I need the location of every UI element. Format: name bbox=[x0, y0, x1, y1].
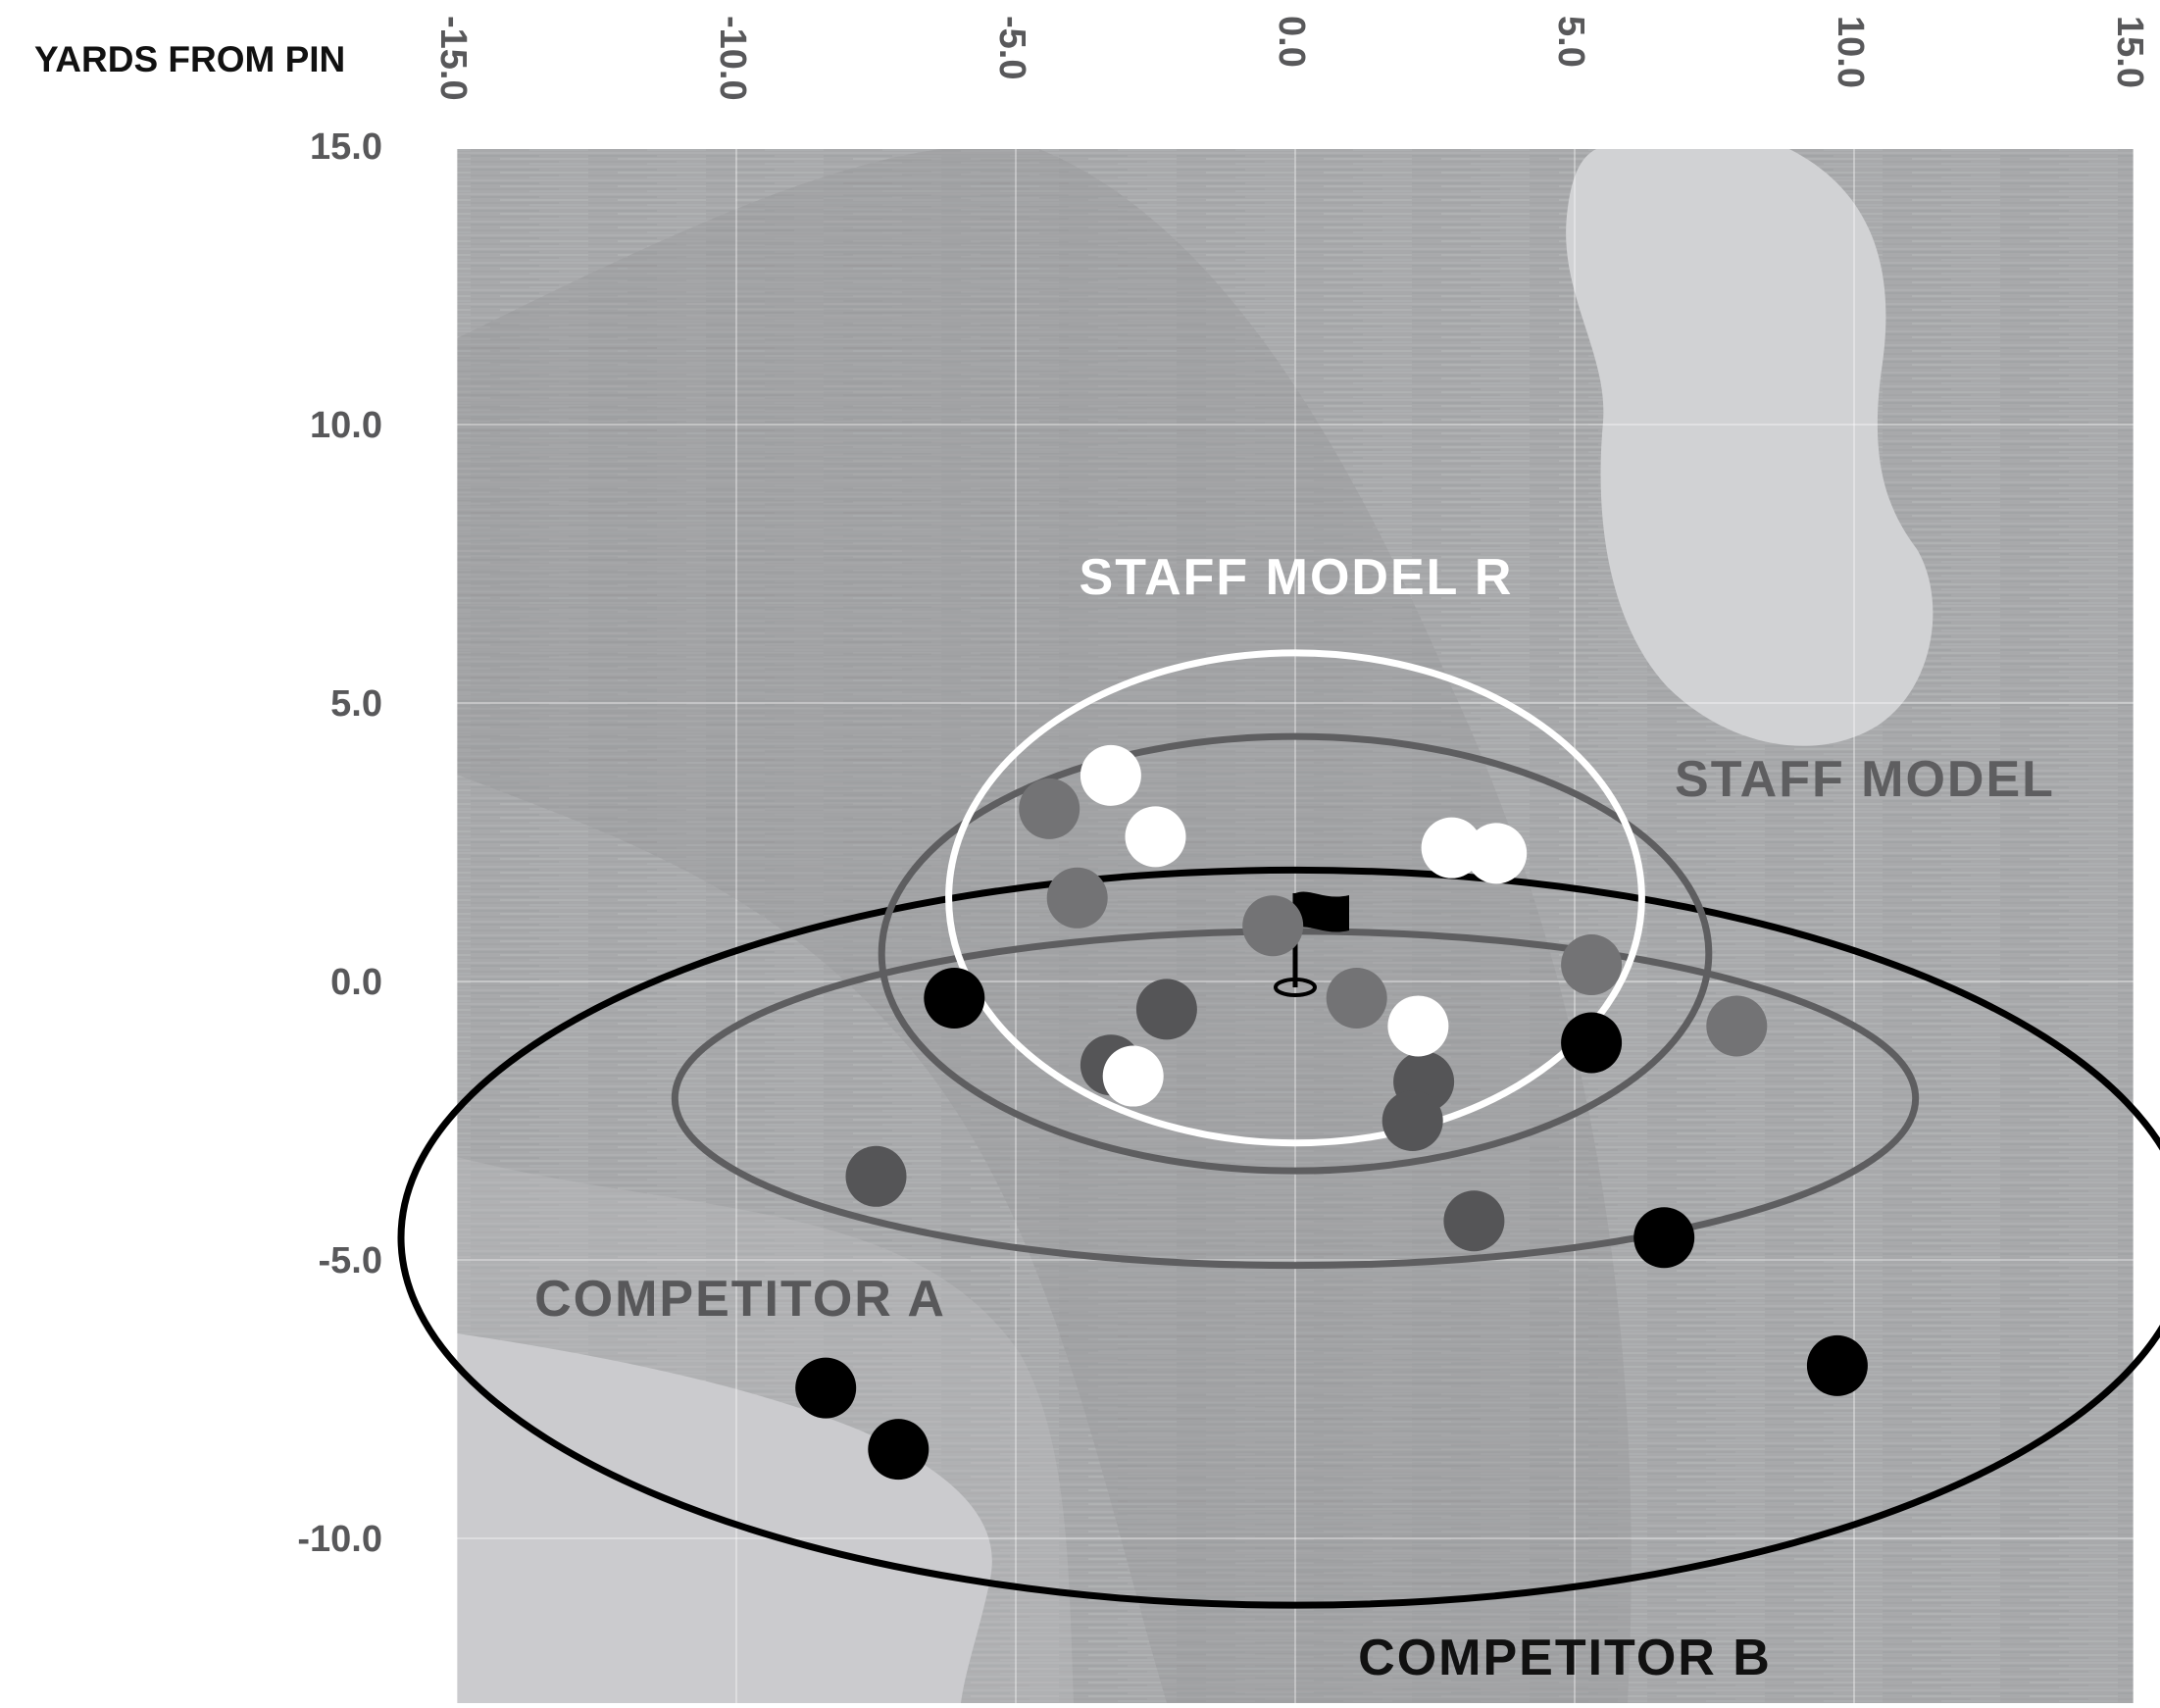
series-label-staff-model-r: STAFF MODEL R bbox=[1080, 549, 1514, 606]
data-point-staff-model bbox=[1326, 968, 1387, 1030]
data-point-competitor-b bbox=[924, 968, 985, 1030]
data-point-staff-model-r bbox=[1387, 995, 1449, 1057]
series-label-competitor-a: COMPETITOR A bbox=[534, 1271, 946, 1328]
data-point-competitor-b bbox=[1633, 1207, 1695, 1269]
plot-background bbox=[457, 149, 2134, 1703]
y-axis-ticks: 15.0 10.0 5.0 0.0 -5.0 -10.0 bbox=[297, 126, 382, 1560]
data-point-competitor-b bbox=[795, 1357, 857, 1419]
y-tick-label: -5.0 bbox=[319, 1240, 382, 1281]
ellipse-staff-model bbox=[878, 732, 1713, 1175]
bunker-top-right bbox=[1566, 149, 1934, 746]
data-point-staff-model bbox=[1706, 995, 1768, 1057]
data-point-competitor-b bbox=[1561, 1012, 1623, 1074]
x-tick-label: -10.0 bbox=[712, 16, 753, 101]
data-point-staff-model bbox=[1019, 778, 1080, 839]
data-point-staff-model bbox=[1135, 979, 1197, 1040]
x-tick-label: 0.0 bbox=[1271, 16, 1312, 68]
data-point-staff-model-r bbox=[1125, 806, 1186, 868]
ellipse-staff-model-r bbox=[945, 649, 1645, 1147]
series-label-competitor-b: COMPETITOR B bbox=[1358, 1630, 1772, 1686]
data-point-staff-model-r bbox=[1102, 1045, 1164, 1107]
data-point-staff-model-r bbox=[1466, 823, 1528, 884]
data-point-staff-model bbox=[1046, 867, 1108, 929]
x-tick-label: 5.0 bbox=[1550, 16, 1591, 68]
data-point-staff-model bbox=[1242, 895, 1304, 957]
x-tick-label: 10.0 bbox=[1830, 16, 1871, 88]
data-point-staff-model bbox=[845, 1145, 907, 1207]
series-label-staff-model: STAFF MODEL bbox=[1675, 751, 2055, 808]
ellipse-competitor-b bbox=[397, 867, 2160, 1609]
data-point-staff-model bbox=[1381, 1090, 1443, 1151]
rough-shading bbox=[457, 149, 1632, 1703]
series-labels: STAFF MODEL R STAFF MODEL COMPETITOR A COMP… bbox=[534, 549, 2055, 1686]
x-axis-ticks: -15.0 -10.0 -5.0 0.0 5.0 10.0 15.0 bbox=[432, 16, 2150, 101]
data-point-staff-model-r bbox=[1421, 817, 1482, 879]
data-point-staff-model bbox=[1443, 1190, 1505, 1252]
x-axis-label: YARDS FROM PIN bbox=[34, 39, 345, 79]
y-tick-label: 5.0 bbox=[330, 683, 382, 725]
data-point-competitor-b bbox=[868, 1419, 929, 1481]
x-tick-label: -5.0 bbox=[991, 16, 1032, 79]
dispersion-ellipses bbox=[397, 649, 2160, 1609]
pin-flag bbox=[1295, 891, 1349, 932]
y-tick-label: -10.0 bbox=[297, 1519, 382, 1560]
green-edge-shading bbox=[457, 1157, 1074, 1703]
x-tick-label: 15.0 bbox=[2109, 16, 2150, 88]
shot-points bbox=[795, 744, 1868, 1481]
x-tick-label: -15.0 bbox=[432, 16, 474, 101]
data-point-competitor-b bbox=[1806, 1334, 1868, 1396]
y-tick-label: 10.0 bbox=[310, 405, 382, 446]
y-tick-label: 0.0 bbox=[330, 962, 382, 1003]
data-point-staff-model-r bbox=[1080, 744, 1141, 806]
y-tick-label: 15.0 bbox=[310, 126, 382, 168]
data-point-staff-model bbox=[1561, 933, 1623, 995]
